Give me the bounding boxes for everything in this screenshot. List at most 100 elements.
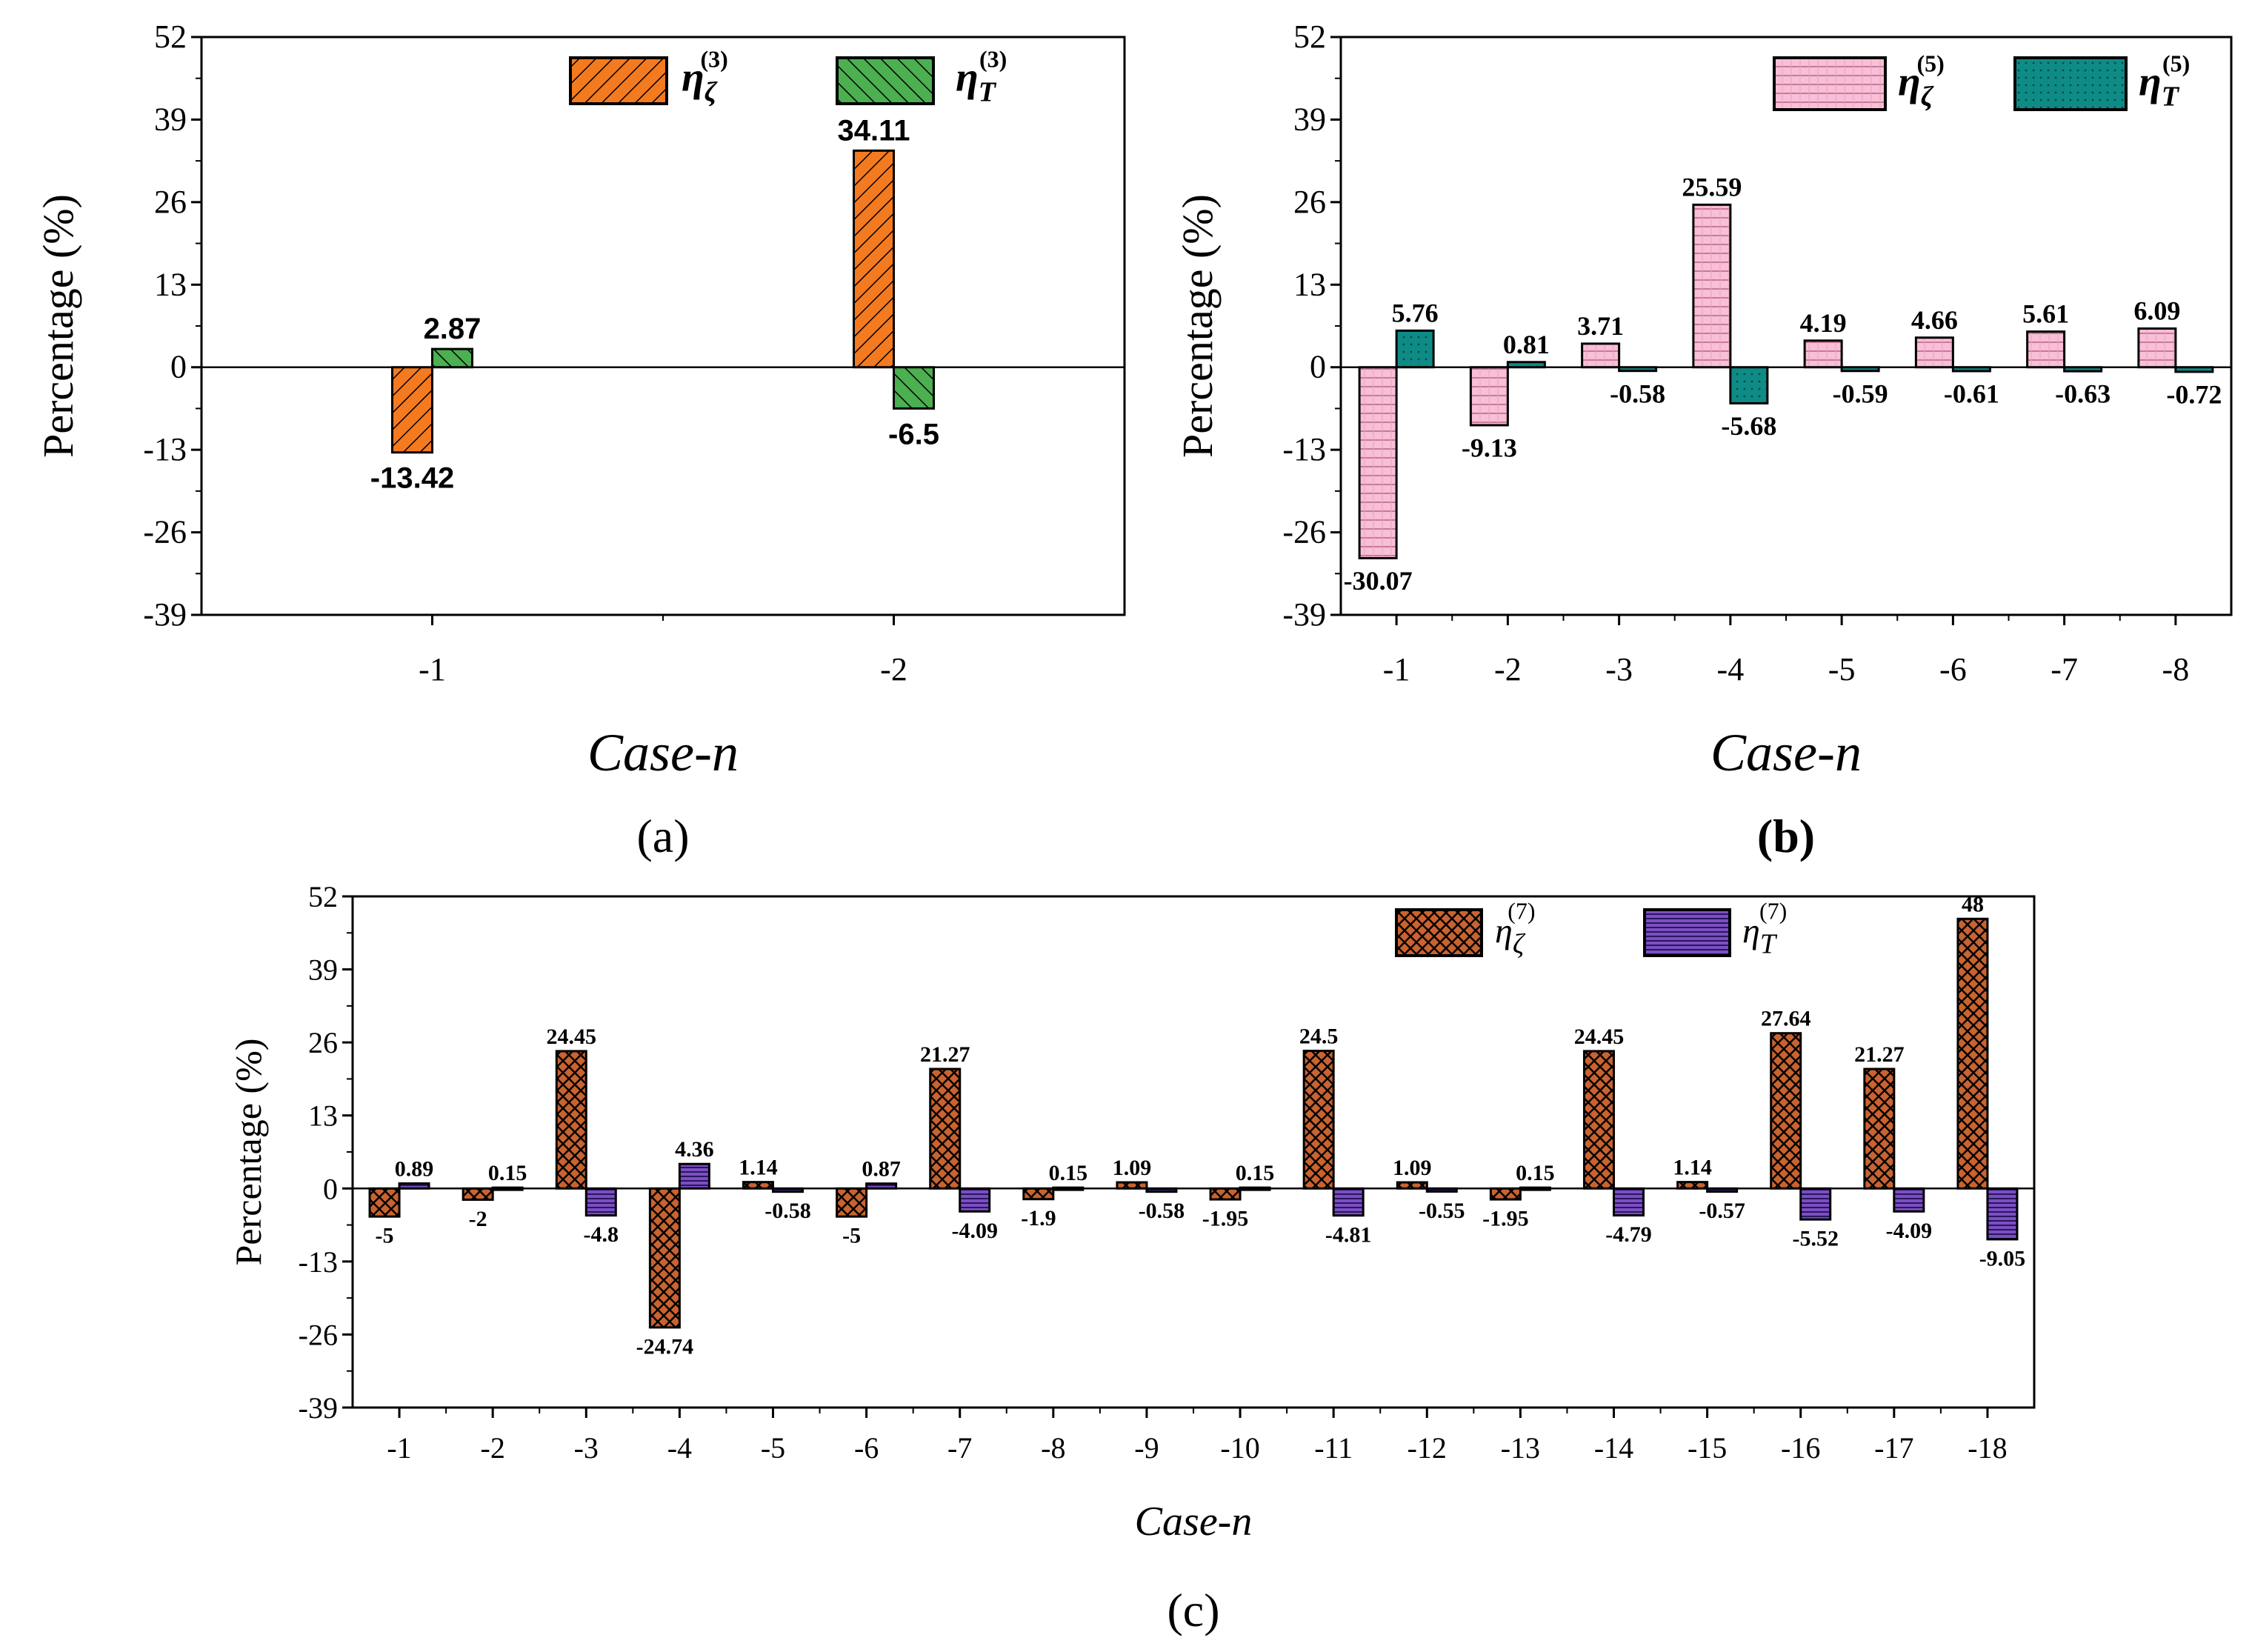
- data-label-eta_T_5: 0.81: [1503, 330, 1550, 359]
- data-label-eta_T_7: -4.79: [1605, 1222, 1652, 1247]
- bar-eta_zeta_7--8: [1022, 1187, 1055, 1201]
- legend-label-eta_T_3: ηT(3): [956, 46, 1007, 108]
- x-axis-label: Case-n: [1710, 723, 1862, 782]
- data-label-eta_zeta_5: 4.66: [1911, 305, 1958, 335]
- y-tick-label: -39: [299, 1391, 338, 1425]
- legend-label-eta_zeta_7: ηζ(7): [1495, 898, 1536, 960]
- data-label-eta_zeta_7: 48: [1962, 892, 1984, 916]
- bar-eta_zeta_7--15: [1676, 1181, 1709, 1190]
- data-label-eta_zeta_7: -1.95: [1482, 1207, 1529, 1231]
- data-label-eta_zeta_7: -2: [469, 1207, 487, 1231]
- bar-eta_zeta_5--4: [1692, 203, 1732, 369]
- data-label-eta_zeta_7: 21.27: [1854, 1042, 1905, 1067]
- y-tick-label: 0: [170, 349, 187, 385]
- plot-frame: [1339, 36, 2233, 616]
- data-label-eta_T_3: 2.87: [424, 313, 482, 345]
- x-tick-label: -14: [1594, 1431, 1633, 1465]
- data-label-eta_T_5: -0.61: [1944, 379, 1999, 409]
- y-tick-label: -26: [1282, 514, 1326, 550]
- data-label-eta_T_7: -4.81: [1325, 1222, 1372, 1247]
- y-tick-label: 52: [308, 880, 338, 913]
- x-tick-label: -4: [667, 1431, 692, 1465]
- y-tick-label: 0: [1310, 349, 1326, 385]
- panel-label: (b): [1757, 810, 1815, 862]
- bar-eta_T_7--5: [772, 1187, 804, 1193]
- data-label-eta_zeta_7: 1.09: [1113, 1156, 1152, 1180]
- bar-eta_T_5--2: [1506, 361, 1546, 369]
- x-tick-label: -15: [1688, 1431, 1727, 1465]
- data-label-eta_T_5: -0.63: [2055, 379, 2111, 409]
- plot-frame: [200, 36, 1126, 616]
- data-label-eta_zeta_7: 1.14: [1673, 1156, 1712, 1180]
- bar-eta_zeta_7--10: [1209, 1187, 1242, 1201]
- data-label-eta_zeta_7: 21.27: [920, 1042, 970, 1067]
- x-tick-label: -6: [1939, 651, 1967, 687]
- bar-eta_zeta_5--2: [1469, 366, 1509, 427]
- data-label-eta_zeta_7: -1.9: [1021, 1206, 1056, 1230]
- bar-eta_T_5--7: [2063, 366, 2103, 373]
- data-label-eta_T_7: 0.15: [488, 1161, 527, 1185]
- data-label-eta_T_7: -5.52: [1792, 1227, 1839, 1251]
- bar-eta_T_5--3: [1618, 366, 1658, 373]
- data-label-eta_T_7: -0.57: [1699, 1199, 1745, 1223]
- x-tick-label: -9: [1134, 1431, 1159, 1465]
- bar-eta_zeta_5--7: [2026, 330, 2066, 369]
- x-tick-label: -3: [574, 1431, 599, 1465]
- bar-eta_T_7--12: [1425, 1187, 1458, 1193]
- bar-eta_T_7--15: [1706, 1187, 1739, 1193]
- x-tick-label: -11: [1314, 1431, 1353, 1465]
- bar-eta_T_7--7: [959, 1187, 991, 1213]
- bar-eta_zeta_7--6: [836, 1187, 868, 1218]
- x-tick-label: -17: [1874, 1431, 1913, 1465]
- data-label-eta_T_7: 0.15: [1236, 1161, 1275, 1185]
- bar-eta_zeta_7--18: [1956, 917, 1989, 1190]
- data-label-eta_T_7: -0.58: [1139, 1199, 1185, 1223]
- data-label-eta_zeta_5: 25.59: [1682, 172, 1742, 201]
- data-label-eta_zeta_7: 24.5: [1299, 1025, 1339, 1049]
- data-label-eta_T_7: 0.15: [1049, 1161, 1088, 1185]
- bar-eta_zeta_7--4: [648, 1187, 681, 1329]
- x-tick-label: -3: [1605, 651, 1633, 687]
- data-label-eta_zeta_5: 3.71: [1577, 311, 1624, 341]
- y-tick-label: 13: [308, 1099, 338, 1133]
- data-label-eta_zeta_7: -24.74: [636, 1334, 694, 1359]
- chart-panel-b: 52 39 26 13 0 -13 -26 -39 -1 -2 -3 -4 -5 -6 -7 -8 -30.07…: [1173, 19, 2233, 862]
- x-tick-label: -18: [1968, 1431, 2007, 1465]
- bar-eta_zeta_7--14: [1583, 1050, 1615, 1190]
- bar-eta_T_7--18: [1986, 1187, 2019, 1241]
- y-tick-label: 26: [154, 184, 187, 220]
- x-tick-label: -8: [1041, 1431, 1065, 1465]
- bar-eta_T_7--11: [1332, 1187, 1365, 1217]
- data-label-eta_zeta_5: -30.07: [1344, 566, 1413, 596]
- y-tick-label: 13: [1293, 266, 1326, 302]
- x-tick-label: -1: [1383, 651, 1410, 687]
- bar-eta_T_7--13: [1519, 1186, 1551, 1191]
- legend-swatch-eta_zeta_7: [1395, 908, 1483, 957]
- y-tick-label: 26: [308, 1026, 338, 1059]
- x-axis-label: Case-n: [587, 723, 739, 782]
- bar-eta_T_7--1: [398, 1182, 430, 1190]
- data-label-eta_T_7: -0.55: [1419, 1199, 1465, 1223]
- data-label-eta_zeta_7: -5: [842, 1224, 861, 1248]
- bar-eta_zeta_7--11: [1302, 1050, 1335, 1190]
- data-label-eta_T_7: -9.05: [1979, 1246, 2026, 1270]
- bar-eta_zeta_7--9: [1116, 1181, 1148, 1190]
- data-label-eta_zeta_5: 6.09: [2133, 296, 2180, 326]
- legend-label-eta_T_5: ηT(5): [2139, 50, 2190, 112]
- bar-eta_T_7--8: [1052, 1186, 1085, 1191]
- legend-label-eta_zeta_5: ηζ(5): [1898, 50, 1945, 112]
- x-tick-label: -5: [761, 1431, 785, 1465]
- bar-eta_T_7--4: [678, 1162, 710, 1190]
- data-label-eta_T_7: -4.09: [951, 1219, 998, 1243]
- data-label-eta_T_7: -4.8: [584, 1222, 619, 1247]
- data-label-eta_zeta_3: 34.11: [838, 114, 910, 147]
- bar-eta_zeta_7--7: [929, 1068, 962, 1190]
- y-tick-label: 52: [1293, 19, 1326, 55]
- y-tick-label: -39: [1282, 596, 1326, 633]
- y-tick-label: -13: [1282, 431, 1326, 467]
- chart-panel-a: 52 39 26 13 0 -13 -26 -39 -1 -2 -13.42 34.11 2.87 -6.…: [34, 19, 1126, 862]
- bar-eta_T_7--14: [1613, 1187, 1645, 1217]
- bar-eta_T_5--8: [2174, 366, 2214, 373]
- x-tick-label: -4: [1717, 651, 1745, 687]
- x-axis-label: Case-n: [1135, 1499, 1253, 1545]
